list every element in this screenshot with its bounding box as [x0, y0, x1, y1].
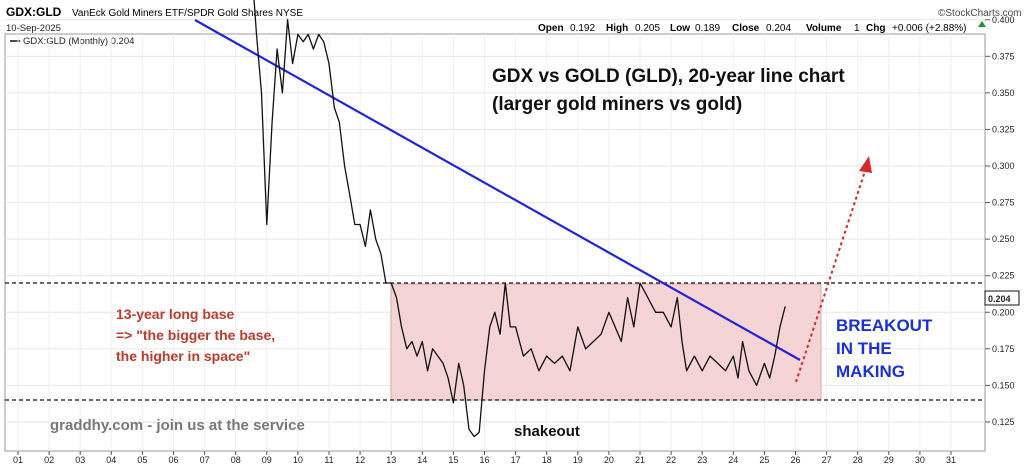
x-tick-label: 28	[853, 455, 863, 465]
y-tick-label: 0.175	[992, 344, 1015, 354]
x-tick-label: 10	[293, 455, 303, 465]
symbol-label: GDX:GLD	[6, 5, 62, 19]
shakeout-label: shakeout	[514, 423, 580, 440]
chart-title-line2: (larger gold miners vs gold)	[492, 94, 742, 115]
base-note-line3: the higher in space"	[116, 348, 250, 364]
last-value-label: 0.204	[988, 294, 1011, 304]
volume-label: Volume	[806, 23, 842, 34]
y-tick-label: 0.300	[992, 161, 1015, 171]
x-axis: 01 02 03 04 05 06 07 08 09 10 11 12 13 14 15 16 17 18 19 20…	[13, 451, 956, 465]
series-line	[253, 0, 786, 438]
stockcharts-logo: ©StockCharts.com	[938, 8, 1022, 19]
close-value: 0.204	[766, 23, 791, 34]
x-tick-label: 01	[13, 455, 23, 465]
x-tick-label: 19	[573, 455, 583, 465]
x-tick-label: 13	[386, 455, 396, 465]
low-value: 0.189	[695, 23, 720, 34]
high-label: High	[606, 23, 628, 34]
y-tick-label: 0.375	[992, 51, 1015, 61]
projection-arrowhead-icon	[859, 156, 872, 173]
y-tick-label: 0.400	[992, 15, 1015, 25]
up-arrow-icon	[978, 21, 986, 27]
base-note-line2: => "the bigger the base,	[116, 327, 275, 343]
x-tick-label: 06	[168, 455, 178, 465]
x-tick-label: 23	[697, 455, 707, 465]
base-note-line1: 13-year long base	[116, 306, 234, 322]
projection-arrow-line	[795, 167, 867, 383]
x-tick-label: 27	[822, 455, 832, 465]
legend-label: GDX:GLD (Monthly) 0.204	[23, 36, 134, 47]
chart-title-line1: GDX vs GOLD (GLD), 20-year line chart	[492, 66, 845, 87]
x-tick-label: 11	[324, 455, 333, 465]
y-axis: 0.125 0.150 0.175 0.200 0.225 0.250 0.275 0.300…	[985, 15, 1015, 427]
breakout-line2: IN THE	[836, 339, 892, 358]
x-tick-label: 31	[946, 455, 956, 465]
x-tick-label: 15	[448, 455, 458, 465]
x-tick-label: 02	[44, 455, 54, 465]
x-tick-label: 07	[200, 455, 210, 465]
x-tick-label: 14	[417, 455, 427, 465]
x-tick-label: 30	[915, 455, 925, 465]
breakout-line1: BREAKOUT	[836, 316, 933, 335]
x-tick-label: 17	[511, 455, 521, 465]
high-value: 0.205	[635, 23, 660, 34]
y-tick-label: 0.250	[992, 234, 1015, 244]
credit-text: graddhy.com - join us at the service	[50, 417, 305, 434]
x-tick-label: 25	[759, 455, 769, 465]
y-tick-label: 0.325	[992, 124, 1015, 134]
date-label: 10-Sep-2025	[6, 23, 61, 34]
open-value: 0.192	[570, 23, 595, 34]
description-label: VanEck Gold Miners ETF/SPDR Gold Shares …	[72, 8, 303, 19]
breakout-line3: MAKING	[836, 362, 905, 381]
x-tick-label: 08	[231, 455, 241, 465]
x-tick-label: 18	[542, 455, 552, 465]
y-tick-label: 0.350	[992, 88, 1015, 98]
x-tick-label: 03	[75, 455, 85, 465]
volume-value: 1	[854, 23, 860, 34]
grid	[5, 19, 985, 451]
y-tick-label: 0.200	[992, 307, 1015, 317]
chg-label: Chg	[866, 23, 885, 34]
low-label: Low	[670, 23, 690, 34]
x-tick-label: 16	[479, 455, 489, 465]
open-label: Open	[538, 23, 564, 34]
price-series	[253, 0, 786, 438]
x-tick-label: 05	[137, 455, 147, 465]
y-tick-label: 0.275	[992, 198, 1015, 208]
y-tick-label: 0.225	[992, 271, 1015, 281]
last-value-tag	[984, 290, 1020, 306]
y-tick-label: 0.150	[992, 380, 1015, 390]
x-tick-label: 22	[666, 455, 676, 465]
close-label: Close	[732, 23, 760, 34]
chg-value: +0.006 (+2.88%)	[892, 23, 967, 34]
trendline	[194, 19, 801, 361]
x-tick-label: 20	[604, 455, 614, 465]
x-tick-label: 04	[106, 455, 116, 465]
x-tick-label: 24	[728, 455, 738, 465]
y-tick-label: 0.125	[992, 417, 1015, 427]
x-tick-label: 21	[635, 455, 645, 465]
x-tick-label: 29	[884, 455, 894, 465]
x-tick-label: 12	[355, 455, 365, 465]
x-tick-label: 09	[262, 455, 272, 465]
x-tick-label: 26	[790, 455, 800, 465]
